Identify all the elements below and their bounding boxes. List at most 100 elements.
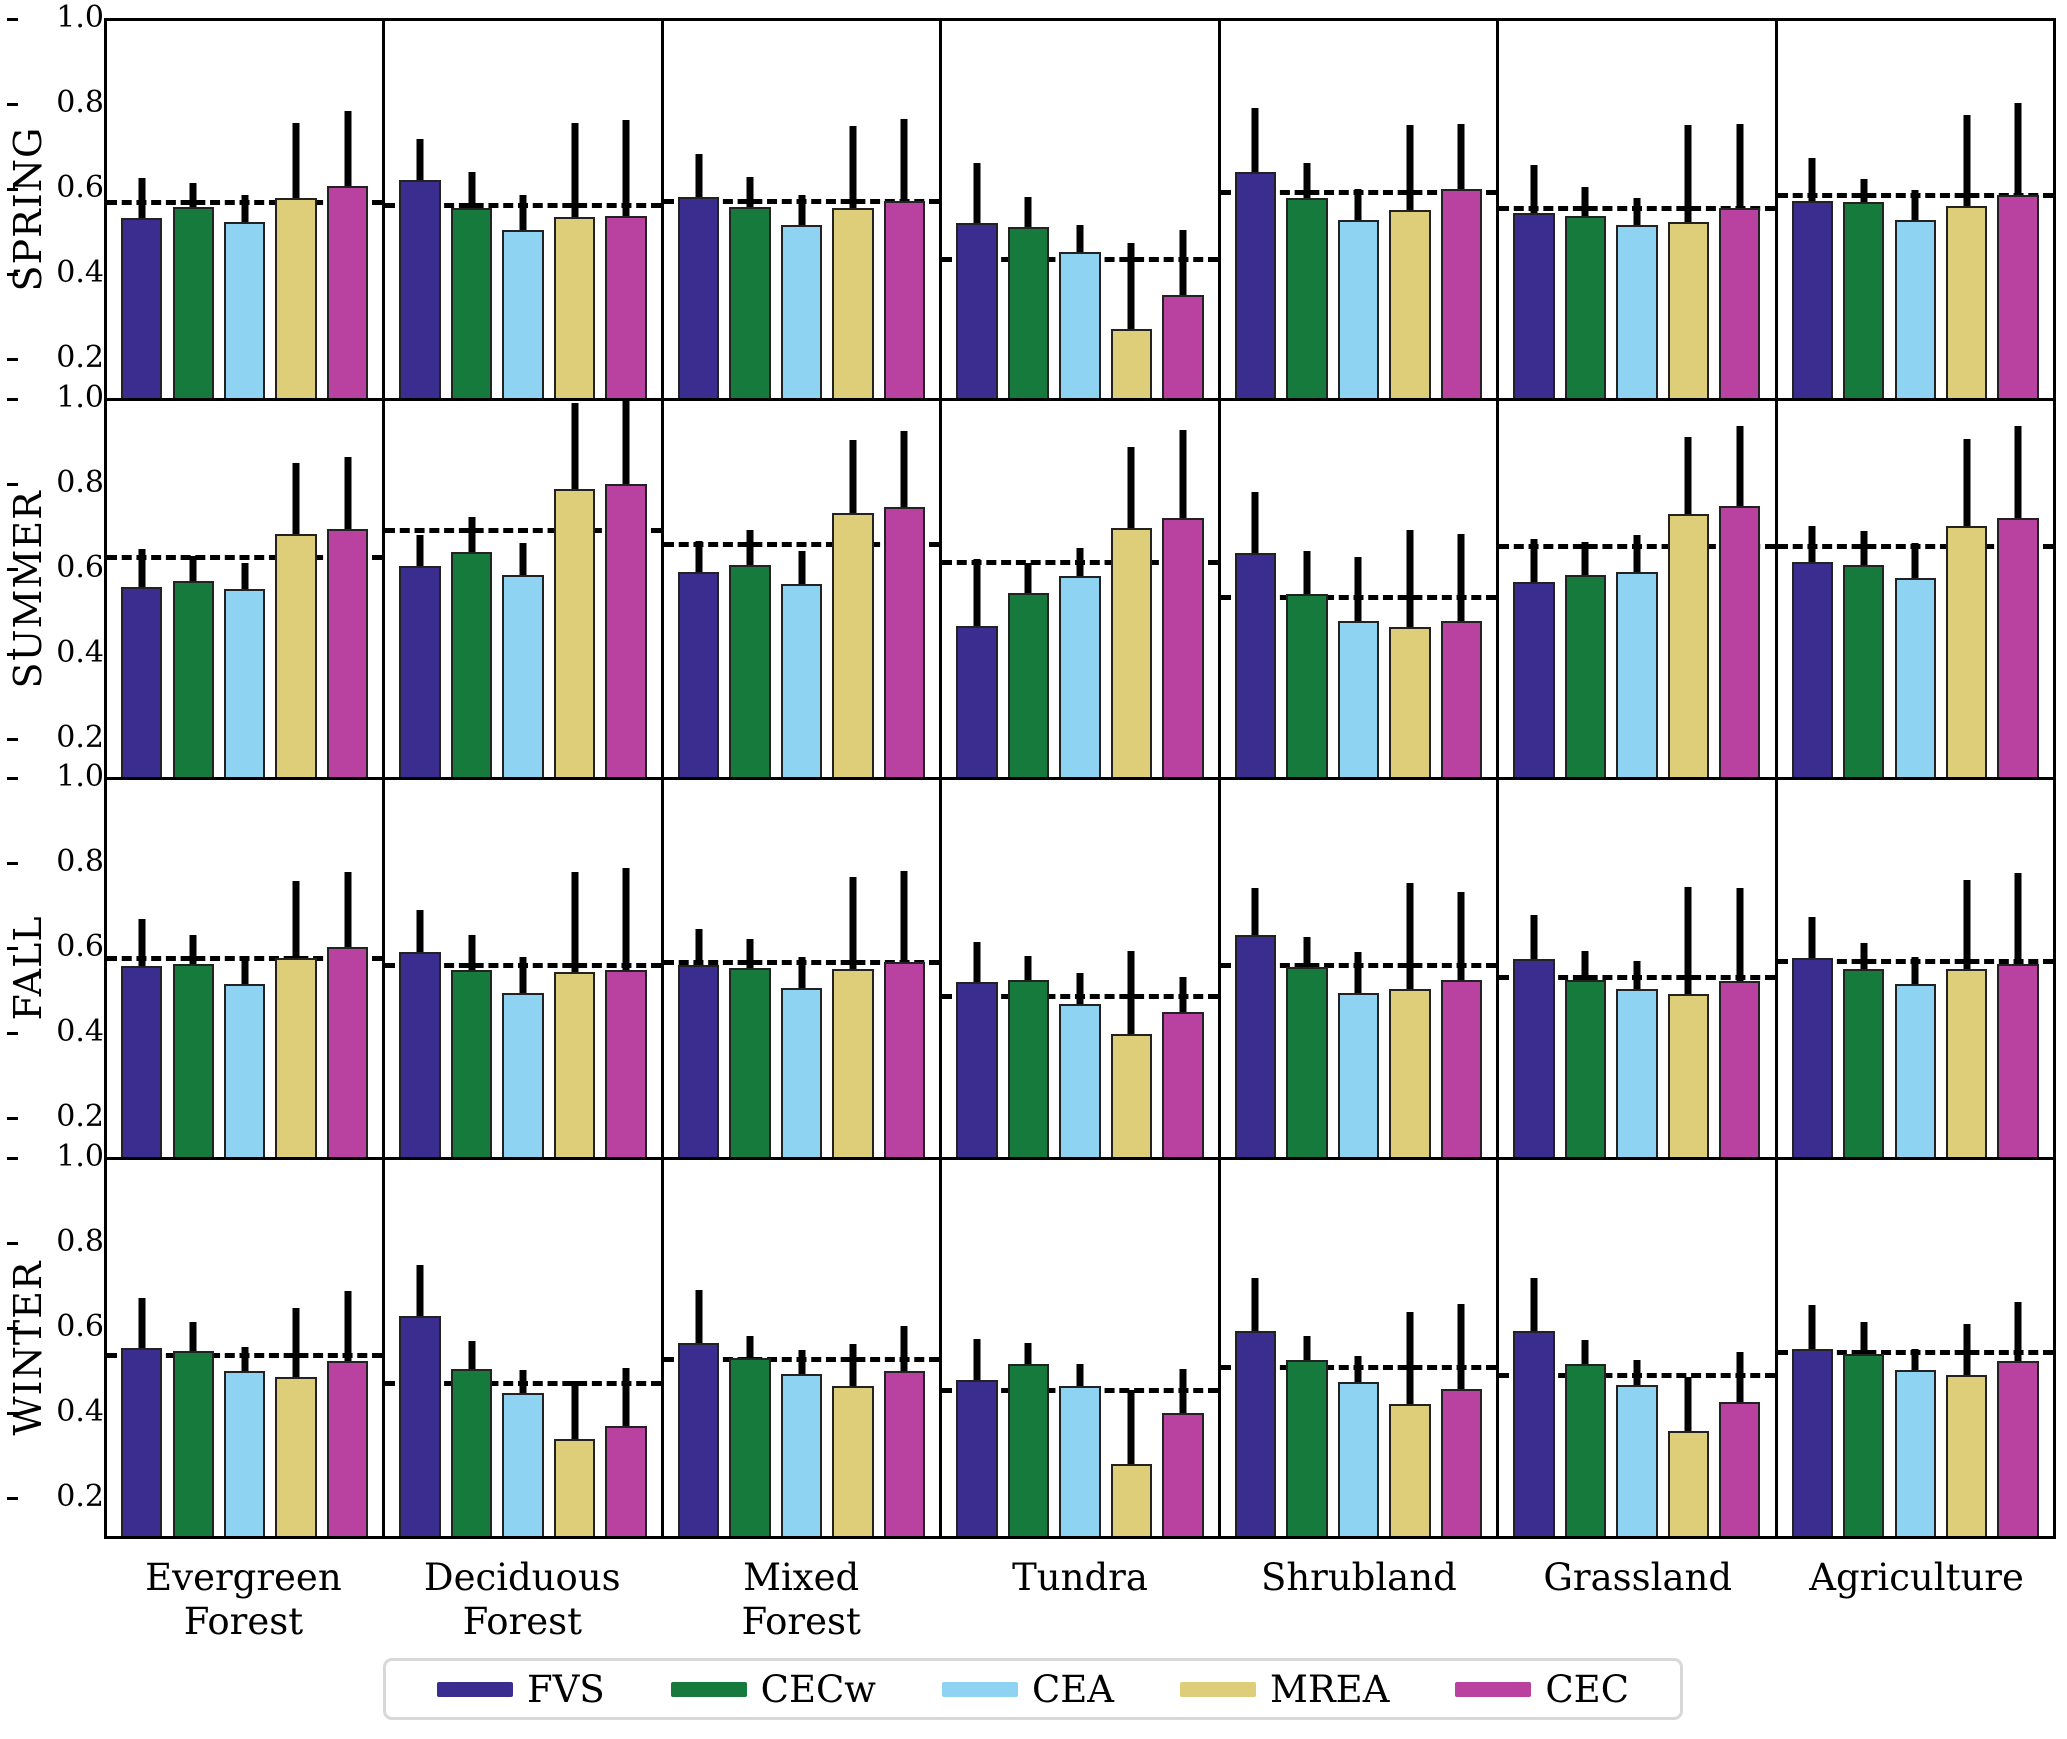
bar[interactable] <box>1389 627 1431 777</box>
bar-item-cec[interactable] <box>326 401 369 777</box>
bar-item-cea[interactable] <box>502 1160 544 1536</box>
bar-item-cec[interactable] <box>1162 1160 1204 1536</box>
bar-item-mrea[interactable] <box>1110 21 1153 398</box>
bar[interactable] <box>1667 514 1709 777</box>
bar-item-fvs[interactable] <box>956 401 998 777</box>
bar-item-fvs[interactable] <box>1513 780 1555 1157</box>
bar-item-mrea[interactable] <box>1389 401 1431 777</box>
bar[interactable] <box>1337 219 1380 398</box>
bar[interactable] <box>121 966 163 1157</box>
bar[interactable] <box>553 489 596 777</box>
bar[interactable] <box>1843 564 1885 777</box>
bar-item-cea[interactable] <box>780 21 823 398</box>
bar[interactable] <box>1337 993 1380 1157</box>
bar-item-cecw[interactable] <box>1843 780 1885 1157</box>
bar[interactable] <box>1997 964 2039 1157</box>
bar-item-mrea[interactable] <box>1945 21 1988 398</box>
bar-item-cec[interactable] <box>605 1160 647 1536</box>
bar[interactable] <box>1440 621 1483 777</box>
bar-item-mrea[interactable] <box>832 780 874 1157</box>
bar-item-cec[interactable] <box>1440 1160 1483 1536</box>
bar-item-cec[interactable] <box>1719 780 1761 1157</box>
bar-item-cec[interactable] <box>1997 780 2039 1157</box>
bar-item-cea[interactable] <box>1059 21 1101 398</box>
bar[interactable] <box>1059 1003 1101 1157</box>
bar-item-fvs[interactable] <box>1234 1160 1277 1536</box>
bar-item-cec[interactable] <box>1162 401 1204 777</box>
bar[interactable] <box>1389 210 1431 398</box>
bar[interactable] <box>553 972 596 1157</box>
bar-item-cecw[interactable] <box>1843 21 1885 398</box>
legend-item-cea[interactable]: CEA <box>941 1671 1114 1708</box>
bar[interactable] <box>832 1386 874 1536</box>
bar[interactable] <box>1110 528 1153 777</box>
bar-item-cea[interactable] <box>1616 780 1658 1157</box>
bar-item-fvs[interactable] <box>121 21 163 398</box>
bar-item-cecw[interactable] <box>1564 780 1607 1157</box>
bar-item-fvs[interactable] <box>399 780 441 1157</box>
bar-item-cea[interactable] <box>1337 21 1380 398</box>
bar-item-mrea[interactable] <box>1389 1160 1431 1536</box>
bar-item-cea[interactable] <box>223 780 266 1157</box>
bar-item-mrea[interactable] <box>1110 780 1153 1157</box>
bar[interactable] <box>956 222 998 398</box>
bar-item-cec[interactable] <box>1440 21 1483 398</box>
bar[interactable] <box>1513 213 1555 398</box>
bar[interactable] <box>223 221 266 398</box>
bar-item-cecw[interactable] <box>1843 401 1885 777</box>
bar-item-cecw[interactable] <box>172 1160 214 1536</box>
bar-item-fvs[interactable] <box>1791 21 1833 398</box>
bar-item-cea[interactable] <box>223 1160 266 1536</box>
bar-item-cec[interactable] <box>883 780 926 1157</box>
bar[interactable] <box>1286 197 1328 398</box>
bar[interactable] <box>1791 957 1833 1157</box>
bar[interactable] <box>1234 934 1277 1157</box>
bar-item-cecw[interactable] <box>729 21 771 398</box>
bar-item-cec[interactable] <box>1997 21 2039 398</box>
bar[interactable] <box>1616 1384 1658 1536</box>
bar-item-cea[interactable] <box>1059 401 1101 777</box>
bar-item-cecw[interactable] <box>1007 21 1050 398</box>
bar-item-fvs[interactable] <box>1234 401 1277 777</box>
bar[interactable] <box>1234 1331 1277 1536</box>
bar-item-mrea[interactable] <box>1667 780 1709 1157</box>
bar[interactable] <box>1513 582 1555 777</box>
bar-item-mrea[interactable] <box>1110 1160 1153 1536</box>
bar[interactable] <box>1007 979 1050 1157</box>
bar[interactable] <box>729 1358 771 1536</box>
bar[interactable] <box>502 575 544 777</box>
bar[interactable] <box>1997 517 2039 777</box>
bar-item-cea[interactable] <box>1059 1160 1101 1536</box>
bar-item-mrea[interactable] <box>1389 21 1431 398</box>
bar[interactable] <box>1616 225 1658 398</box>
bar[interactable] <box>780 988 823 1157</box>
bar[interactable] <box>1059 576 1101 777</box>
bar-item-fvs[interactable] <box>399 21 441 398</box>
bar[interactable] <box>1719 1402 1761 1536</box>
bar[interactable] <box>780 1373 823 1536</box>
bar[interactable] <box>1564 1363 1607 1536</box>
bar[interactable] <box>1997 1361 2039 1536</box>
bar[interactable] <box>1286 1360 1328 1536</box>
bar[interactable] <box>1007 1364 1050 1536</box>
bar-item-mrea[interactable] <box>553 401 596 777</box>
bar-item-cea[interactable] <box>223 401 266 777</box>
bar-item-mrea[interactable] <box>1667 1160 1709 1536</box>
bar[interactable] <box>677 964 720 1157</box>
bar-item-fvs[interactable] <box>1791 1160 1833 1536</box>
bar[interactable] <box>1513 1331 1555 1536</box>
bar-item-mrea[interactable] <box>1945 780 1988 1157</box>
bar[interactable] <box>1843 969 1885 1157</box>
bar[interactable] <box>399 951 441 1157</box>
bar-item-cea[interactable] <box>1894 401 1936 777</box>
bar[interactable] <box>1337 1382 1380 1536</box>
bar-item-cea[interactable] <box>780 780 823 1157</box>
bar[interactable] <box>1162 1412 1204 1536</box>
bar-item-cec[interactable] <box>605 780 647 1157</box>
bar[interactable] <box>553 216 596 398</box>
bar-item-cea[interactable] <box>1337 1160 1380 1536</box>
bar[interactable] <box>275 957 317 1157</box>
bar[interactable] <box>275 1377 317 1536</box>
bar-item-cecw[interactable] <box>450 780 493 1157</box>
bar[interactable] <box>956 1380 998 1536</box>
